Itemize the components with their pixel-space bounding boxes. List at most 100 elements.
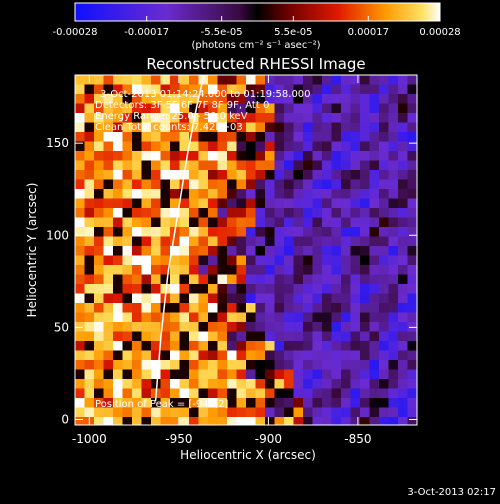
heatmap-cell (198, 94, 209, 105)
heatmap-cell (227, 75, 238, 86)
heatmap-cell (141, 94, 152, 105)
heatmap-cell (312, 227, 323, 238)
heatmap-cell (122, 179, 133, 190)
heatmap-cell (350, 388, 361, 399)
heatmap-cell (350, 217, 361, 228)
heatmap-cell (293, 379, 304, 390)
heatmap-cell (179, 293, 190, 304)
heatmap-cell (132, 255, 143, 266)
heatmap-cell (379, 170, 390, 181)
heatmap-cell (360, 103, 371, 114)
y-tick-label: 0 (61, 412, 69, 426)
heatmap-cell (208, 132, 219, 143)
heatmap-cell (255, 113, 266, 124)
heatmap-cell (379, 322, 390, 333)
heatmap-cell (303, 398, 314, 409)
heatmap-cell (341, 379, 352, 390)
heatmap-cell (227, 341, 238, 352)
heatmap-cell (75, 236, 86, 247)
heatmap-cell (160, 170, 171, 181)
heatmap-cell (255, 360, 266, 371)
heatmap-cell (113, 312, 124, 323)
heatmap-cell (189, 189, 200, 200)
heatmap-cell (103, 132, 114, 143)
heatmap-cell (103, 151, 114, 162)
heatmap-cell (217, 141, 228, 152)
heatmap-cell (84, 407, 95, 418)
heatmap-cell (236, 198, 247, 209)
heatmap-cell (293, 170, 304, 181)
heatmap-cell (398, 103, 409, 114)
heatmap-cell (407, 293, 417, 304)
heatmap-cell (331, 322, 342, 333)
colorbar (74, 2, 441, 22)
heatmap-cell (246, 293, 257, 304)
heatmap-cell (312, 274, 323, 285)
heatmap-cell (293, 103, 304, 114)
heatmap-cell (236, 265, 247, 276)
heatmap-cell (407, 379, 417, 390)
heatmap-cell (388, 170, 399, 181)
heatmap-cell (388, 331, 399, 342)
heatmap-cell (179, 322, 190, 333)
heatmap-cell (160, 217, 171, 228)
heatmap-cell (350, 407, 361, 418)
heatmap-cell (141, 132, 152, 143)
heatmap-cell (284, 179, 295, 190)
heatmap-cell (322, 113, 333, 124)
heatmap-cell (141, 160, 152, 171)
heatmap-cell (360, 151, 371, 162)
heatmap-cell (398, 113, 409, 124)
heatmap-cell (312, 84, 323, 95)
heatmap-cell (132, 160, 143, 171)
heatmap-cell (379, 236, 390, 247)
heatmap-cell (84, 312, 95, 323)
heatmap-cell (284, 255, 295, 266)
heatmap-cell (132, 360, 143, 371)
heatmap-cell (322, 132, 333, 143)
heatmap-cell (255, 122, 266, 133)
heatmap-cell (255, 322, 266, 333)
heatmap-cell (360, 94, 371, 105)
heatmap-cell (369, 255, 380, 266)
heatmap-cell (265, 208, 276, 219)
heatmap-cell (341, 246, 352, 257)
heatmap-cell (331, 227, 342, 238)
heatmap-cell (94, 141, 105, 152)
heatmap-cell (293, 75, 304, 86)
heatmap-cell (75, 151, 86, 162)
heatmap-cell (113, 179, 124, 190)
heatmap-cell (217, 217, 228, 228)
heatmap-cell (132, 274, 143, 285)
heatmap-cell (84, 132, 95, 143)
heatmap-cell (227, 179, 238, 190)
heatmap-cell (227, 94, 238, 105)
heatmap-cell (189, 208, 200, 219)
heatmap-cell (312, 122, 323, 133)
heatmap-cell (246, 274, 257, 285)
heatmap-cell (141, 170, 152, 181)
heatmap-cell (303, 103, 314, 114)
heatmap-cell (246, 94, 257, 105)
heatmap-cell (217, 113, 228, 124)
heatmap-cell (208, 255, 219, 266)
heatmap-cell (331, 94, 342, 105)
heatmap-cell (303, 284, 314, 295)
heatmap-cell (198, 236, 209, 247)
heatmap-cell (407, 217, 417, 228)
heatmap-cell (170, 141, 181, 152)
heatmap-cell (322, 331, 333, 342)
heatmap-cell (141, 369, 152, 380)
heatmap-cell (236, 113, 247, 124)
heatmap-cell (360, 331, 371, 342)
heatmap-cell (94, 236, 105, 247)
heatmap-cell (379, 407, 390, 418)
heatmap-cell (407, 388, 417, 399)
heatmap-cell (151, 94, 162, 105)
heatmap-cell (293, 132, 304, 143)
heatmap-cell (103, 312, 114, 323)
heatmap-cell (198, 265, 209, 276)
heatmap-cell (141, 151, 152, 162)
heatmap-cell (151, 160, 162, 171)
heatmap-cell (284, 236, 295, 247)
